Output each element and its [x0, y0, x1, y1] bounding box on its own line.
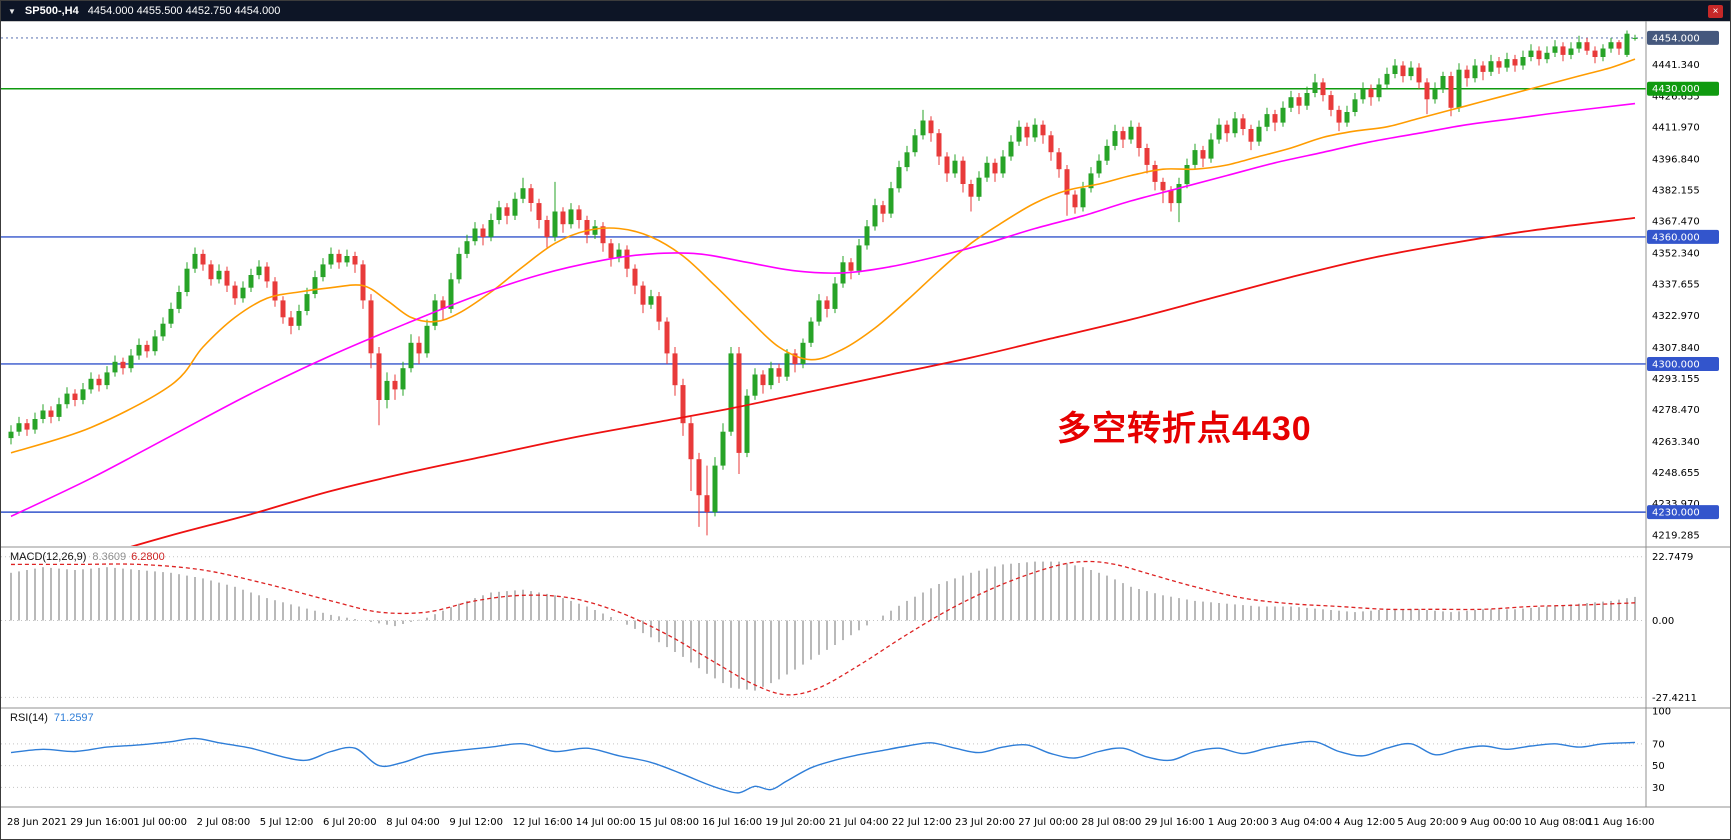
svg-text:4 Aug 12:00: 4 Aug 12:00: [1334, 817, 1395, 828]
svg-text:28 Jun 2021: 28 Jun 2021: [7, 817, 67, 828]
svg-text:28 Jul 08:00: 28 Jul 08:00: [1081, 817, 1141, 828]
svg-text:70: 70: [1652, 739, 1665, 750]
svg-text:5 Aug 20:00: 5 Aug 20:00: [1397, 817, 1458, 828]
macd-name: MACD(12,26,9): [10, 551, 87, 563]
rsi-indicator-label: RSI(14) 71.2597: [10, 712, 94, 724]
svg-text:9 Aug 00:00: 9 Aug 00:00: [1461, 817, 1522, 828]
svg-text:19 Jul 20:00: 19 Jul 20:00: [765, 817, 825, 828]
svg-text:4263.340: 4263.340: [1652, 437, 1700, 448]
svg-text:-27.4211: -27.4211: [1652, 693, 1697, 704]
svg-text:22.7479: 22.7479: [1652, 552, 1693, 563]
svg-text:10 Aug 08:00: 10 Aug 08:00: [1524, 817, 1591, 828]
svg-text:50: 50: [1652, 761, 1665, 772]
price-axis[interactable]: [1646, 21, 1730, 807]
svg-text:15 Jul 08:00: 15 Jul 08:00: [639, 817, 699, 828]
svg-text:8 Jul 04:00: 8 Jul 04:00: [386, 817, 440, 828]
window-menu-icon[interactable]: ▼: [8, 6, 16, 16]
svg-text:4441.340: 4441.340: [1652, 60, 1700, 71]
svg-text:4233.970: 4233.970: [1652, 499, 1700, 510]
svg-text:4322.970: 4322.970: [1652, 311, 1700, 322]
svg-text:11 Aug 16:00: 11 Aug 16:00: [1587, 817, 1654, 828]
svg-text:100: 100: [1652, 707, 1671, 718]
svg-text:4426.655: 4426.655: [1652, 91, 1700, 102]
svg-text:27 Jul 00:00: 27 Jul 00:00: [1018, 817, 1078, 828]
svg-text:4352.340: 4352.340: [1652, 249, 1700, 260]
macd-signal-value: 6.2800: [131, 551, 165, 563]
svg-text:14 Jul 00:00: 14 Jul 00:00: [576, 817, 636, 828]
svg-text:4300.000: 4300.000: [1652, 359, 1700, 370]
svg-text:4230.000: 4230.000: [1652, 508, 1700, 519]
svg-text:29 Jun 16:00: 29 Jun 16:00: [70, 817, 134, 828]
svg-text:4278.470: 4278.470: [1652, 405, 1700, 416]
svg-text:4454.000: 4454.000: [1652, 33, 1700, 44]
svg-text:30: 30: [1652, 783, 1665, 794]
svg-text:21 Jul 04:00: 21 Jul 04:00: [829, 817, 889, 828]
close-icon[interactable]: ×: [1708, 4, 1723, 18]
svg-text:4219.285: 4219.285: [1652, 530, 1700, 541]
svg-text:5 Jul 12:00: 5 Jul 12:00: [260, 817, 314, 828]
svg-text:4396.840: 4396.840: [1652, 154, 1700, 165]
svg-text:4337.655: 4337.655: [1652, 280, 1700, 291]
svg-text:9 Jul 12:00: 9 Jul 12:00: [449, 817, 503, 828]
rsi-value: 71.2597: [53, 712, 94, 724]
svg-text:12 Jul 16:00: 12 Jul 16:00: [513, 817, 573, 828]
svg-text:2 Jul 08:00: 2 Jul 08:00: [197, 817, 251, 828]
svg-text:23 Jul 20:00: 23 Jul 20:00: [955, 817, 1015, 828]
svg-text:4248.655: 4248.655: [1652, 468, 1700, 479]
svg-text:1 Aug 20:00: 1 Aug 20:00: [1208, 817, 1269, 828]
rsi-name: RSI(14): [10, 712, 48, 724]
svg-text:3 Aug 04:00: 3 Aug 04:00: [1271, 817, 1332, 828]
svg-text:16 Jul 16:00: 16 Jul 16:00: [702, 817, 762, 828]
svg-text:4430.000: 4430.000: [1652, 84, 1700, 95]
svg-text:1 Jul 00:00: 1 Jul 00:00: [133, 817, 187, 828]
svg-text:0.00: 0.00: [1652, 616, 1674, 627]
macd-indicator-label: MACD(12,26,9) 8.3609 6.2800: [10, 551, 165, 563]
chart-titlebar[interactable]: ▼ SP500-,H4 4454.000 4455.500 4452.750 4…: [1, 1, 1730, 21]
svg-text:4382.155: 4382.155: [1652, 186, 1700, 197]
svg-text:4411.970: 4411.970: [1652, 122, 1700, 133]
svg-text:29 Jul 16:00: 29 Jul 16:00: [1145, 817, 1205, 828]
macd-main-value: 8.3609: [92, 551, 127, 563]
svg-text:6 Jul 20:00: 6 Jul 20:00: [323, 817, 377, 828]
svg-text:4367.470: 4367.470: [1652, 217, 1700, 228]
annotation-text[interactable]: 多空转折点4430: [1057, 410, 1312, 448]
symbol-timeframe-label: SP500-,H4: [24, 5, 79, 17]
svg-text:4360.000: 4360.000: [1652, 232, 1700, 243]
time-axis[interactable]: [1, 807, 1646, 839]
svg-text:4307.840: 4307.840: [1652, 343, 1700, 354]
svg-text:22 Jul 12:00: 22 Jul 12:00: [892, 817, 952, 828]
ohlc-readout: 4454.000 4455.500 4452.750 4454.000: [87, 5, 281, 17]
svg-text:4293.155: 4293.155: [1652, 374, 1700, 385]
